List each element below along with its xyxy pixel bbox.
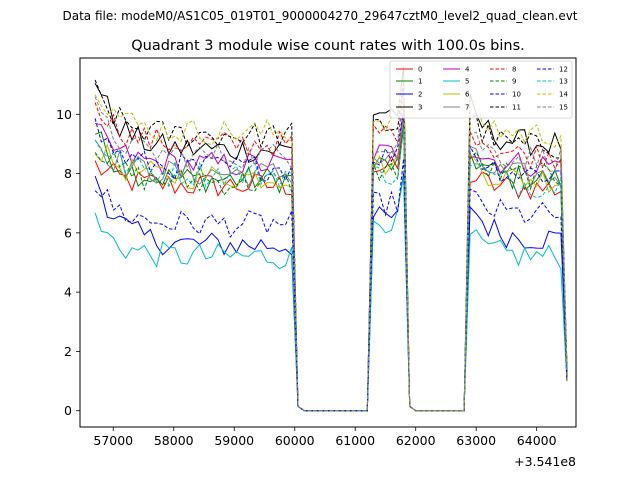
series-line-15 bbox=[94, 96, 568, 412]
legend-label-0: 0 bbox=[418, 66, 422, 74]
legend-label-4: 4 bbox=[465, 66, 470, 74]
legend-box bbox=[389, 60, 573, 119]
x-tick-label: 63000 bbox=[456, 433, 496, 448]
x-tick-label: 59000 bbox=[214, 433, 254, 448]
series-line-12 bbox=[94, 111, 568, 412]
chart-title: Quadrant 3 module wise count rates with … bbox=[131, 38, 525, 54]
y-tick-label: 8 bbox=[64, 166, 72, 181]
legend-label-8: 8 bbox=[512, 66, 516, 74]
legend-label-5: 5 bbox=[465, 78, 469, 86]
legend-label-7: 7 bbox=[465, 104, 469, 112]
y-tick-label: 10 bbox=[56, 107, 72, 122]
y-tick-label: 2 bbox=[64, 344, 72, 359]
x-tick-label: 57000 bbox=[93, 433, 133, 448]
x-tick-label: 61000 bbox=[335, 433, 375, 448]
x-tick-label: 64000 bbox=[517, 433, 557, 448]
legend-label-12: 12 bbox=[559, 66, 568, 74]
y-tick-label: 4 bbox=[64, 285, 72, 300]
x-tick-label: 62000 bbox=[396, 433, 436, 448]
legend-label-6: 6 bbox=[465, 91, 470, 99]
legend-label-13: 13 bbox=[559, 78, 568, 86]
x-tick-label: 60000 bbox=[275, 433, 315, 448]
legend-label-11: 11 bbox=[512, 104, 521, 112]
legend-label-3: 3 bbox=[418, 104, 422, 112]
legend-label-9: 9 bbox=[512, 78, 516, 86]
y-tick-label: 6 bbox=[64, 225, 72, 240]
x-axis-offset-label: +3.541e8 bbox=[514, 454, 576, 469]
legend-label-14: 14 bbox=[559, 91, 568, 99]
legend-label-10: 10 bbox=[512, 91, 521, 99]
plot-frame bbox=[79, 57, 577, 428]
x-axis: 57000 58000 59000 60000 61000 62000 63000 64000 bbox=[93, 427, 557, 448]
y-axis: 0 2 4 6 8 10 bbox=[56, 107, 80, 418]
figure-suptitle: Data file: modeM0/AS1C05_019T01_90000042… bbox=[62, 9, 577, 23]
y-tick-label: 0 bbox=[64, 403, 72, 418]
legend-label-2: 2 bbox=[418, 91, 422, 99]
legend-label-15: 15 bbox=[559, 104, 568, 112]
series-line-10 bbox=[94, 158, 568, 412]
x-tick-label: 58000 bbox=[154, 433, 194, 448]
legend-label-1: 1 bbox=[418, 78, 422, 86]
series-layer bbox=[94, 66, 568, 412]
